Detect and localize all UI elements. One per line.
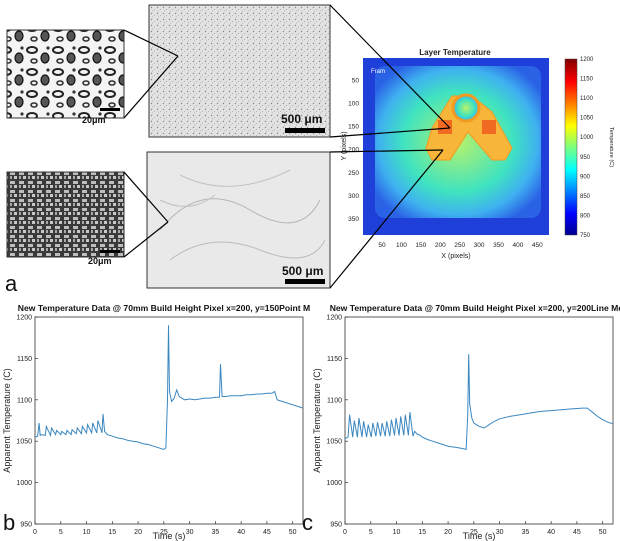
heatmap-x-tick-0: 50	[378, 242, 386, 249]
heatmap-y-tick-6: 350	[348, 216, 359, 223]
callout-lines-left	[123, 29, 179, 258]
chart-c-y-tick-3: 1100	[327, 397, 342, 404]
chart-b-x-tick-6: 30	[186, 529, 194, 536]
chart-b-y-tick-2: 1050	[16, 439, 32, 446]
panel-label-a: a	[5, 271, 18, 295]
heatmap-y-ticks: 50 100 150 200 250 300 350	[348, 78, 359, 223]
chart-b-series-line-0	[34, 325, 304, 451]
colorbar-tick-7: 1100	[580, 96, 594, 102]
heatmap-x-tick-6: 350	[493, 242, 504, 249]
chart-b-x-tick-3: 15	[108, 529, 116, 536]
heatmap-y-tick-4: 250	[348, 170, 359, 177]
chart-b-x-tick-1: 5	[59, 529, 63, 536]
chart-c-plot-area	[344, 316, 614, 525]
chart-c-x-tick-2: 10	[393, 529, 401, 536]
chart-c-x-tick-6: 30	[496, 529, 504, 536]
heatmap-xlabel: X (pixels)	[441, 253, 470, 260]
heatmap-x-tick-4: 250	[454, 242, 465, 249]
heatmap-colorbar	[564, 58, 578, 236]
chart-c-y-tick-5: 1200	[326, 315, 342, 322]
chart-c-y-tick-1: 1000	[326, 480, 342, 487]
colorbar-tick-5: 1000	[580, 135, 594, 141]
colorbar-tick-4: 950	[580, 155, 591, 161]
colorbar-tick-8: 1150	[580, 77, 594, 83]
heatmap-y-tick-2: 150	[348, 124, 359, 131]
panel-label-b: b	[3, 510, 16, 535]
callout-lines-right	[329, 4, 451, 289]
line-chart-line-melt: New Temperature Data @ 70mm Build Height…	[312, 303, 620, 541]
micrograph-top-large	[148, 4, 331, 138]
heatmap-colorbar-label: Temperature (C)	[608, 127, 614, 167]
micrograph-bottom-small	[6, 171, 125, 258]
chart-c-x-tick-10: 50	[599, 529, 607, 536]
heatmap-y-tick-1: 100	[348, 101, 359, 108]
chart-b-x-tick-0: 0	[33, 529, 37, 536]
chart-b-x-tick-7: 35	[211, 529, 219, 536]
heatmap-x-tick-3: 200	[435, 242, 446, 249]
colorbar-tick-0: 750	[580, 233, 591, 239]
chart-b-y-tick-3: 1100	[17, 397, 32, 404]
line-chart-point-melt: New Temperature Data @ 70mm Build Height…	[2, 303, 310, 541]
heatmap-x-ticks: 50 100 150 200 250 300 350 400 450	[378, 242, 543, 249]
chart-c-x-tick-4: 20	[444, 529, 452, 536]
chart-c-x-tick-8: 40	[547, 529, 555, 536]
chart-b-ylabel: Apparent Temperature (C)	[2, 368, 12, 472]
chart-b-x-tick-10: 50	[289, 529, 297, 536]
chart-b-x-tick-4: 20	[134, 529, 142, 536]
heatmap-x-tick-5: 300	[474, 242, 485, 249]
chart-c-x-tick-3: 15	[418, 529, 426, 536]
heatmap-x-tick-7: 400	[513, 242, 524, 249]
heatmap-ylabel: Y (pixels)	[341, 131, 348, 160]
micrograph-top-small	[6, 29, 125, 119]
colorbar-tick-6: 1050	[580, 116, 594, 122]
chart-b-y-tick-1: 1000	[16, 480, 32, 487]
panel-label-c: c	[302, 510, 313, 535]
chart-c-x-tick-9: 45	[573, 529, 581, 536]
scalebar-label-top-small: 20μm	[82, 115, 106, 125]
chart-b-x-tick-8: 40	[237, 529, 245, 536]
heatmap-colorbar-ticks: 750 800 850 900 950 1000 1050 1100 1150 1200	[580, 57, 594, 239]
heatmap-x-tick-8: 450	[532, 242, 543, 249]
heatmap-part	[425, 93, 513, 161]
chart-c-title: New Temperature Data @ 70mm Build Height…	[330, 303, 620, 313]
chart-c-ylabel: Apparent Temperature (C)	[312, 368, 322, 472]
heatmap-x-tick-2: 150	[415, 242, 426, 249]
heatmap-title: Layer Temperature	[419, 48, 491, 57]
chart-b-y-tick-5: 1200	[16, 315, 32, 322]
colorbar-tick-2: 850	[580, 194, 591, 200]
heatmap-frame-label: Fram	[371, 69, 385, 75]
chart-c-xlabel: Time (s)	[463, 531, 496, 541]
chart-c-y-tick-0: 950	[330, 522, 342, 529]
heatmap-y-tick-3: 200	[348, 147, 359, 154]
chart-b-x-tick-9: 45	[263, 529, 271, 536]
chart-c-series-line-0	[344, 354, 614, 451]
colorbar-tick-1: 800	[580, 213, 591, 219]
heatmap-x-tick-1: 100	[396, 242, 407, 249]
chart-c-x-tick-0: 0	[343, 529, 347, 536]
chart-c-y-tick-4: 1150	[327, 356, 342, 363]
chart-c-y-tick-2: 1050	[326, 439, 342, 446]
chart-c-x-tick-7: 35	[521, 529, 529, 536]
heatmap-y-tick-5: 300	[348, 193, 359, 200]
chart-c-x-tick-1: 5	[369, 529, 373, 536]
chart-b-y-tick-0: 950	[20, 522, 32, 529]
chart-b-title: New Temperature Data @ 70mm Build Height…	[18, 303, 310, 313]
chart-c-x-tick-5: 25	[470, 529, 478, 536]
scalebar-label-bottom-large: 500 μm	[282, 264, 323, 278]
colorbar-tick-9: 1200	[580, 57, 594, 63]
scalebar-label-bottom-small: 20μm	[88, 256, 112, 266]
scalebar-label-top-large: 500 μm	[281, 112, 322, 126]
heatmap-y-tick-0: 50	[352, 78, 360, 85]
chart-b-x-tick-2: 10	[83, 529, 91, 536]
layer-temperature-heatmap: Layer Temperature Fram 50 100 150 200 250 300…	[341, 48, 614, 260]
colorbar-tick-3: 900	[580, 174, 591, 180]
chart-b-y-tick-4: 1150	[17, 356, 32, 363]
micrograph-bottom-large	[146, 151, 331, 289]
chart-b-x-tick-5: 25	[160, 529, 168, 536]
micrograph-figure: 20μm 500 μm 20μm 500 μm a	[5, 4, 331, 295]
chart-b-xlabel: Time (s)	[153, 531, 186, 541]
